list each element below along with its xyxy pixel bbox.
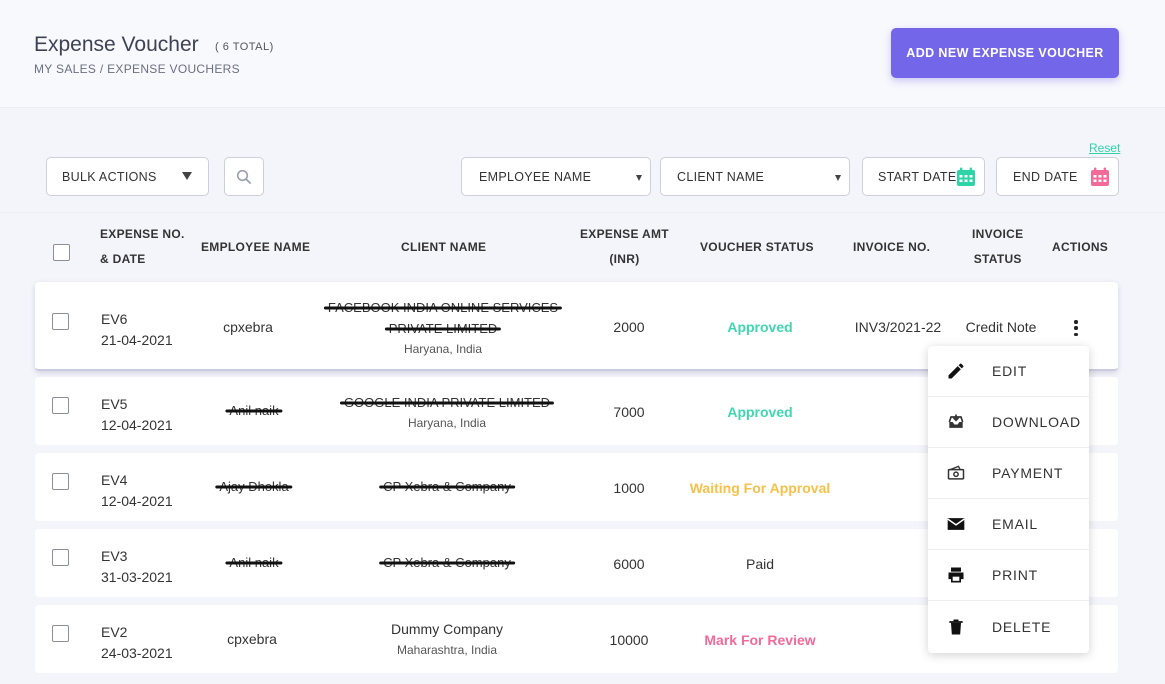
status-badge: Approved xyxy=(727,319,793,335)
expense-no-date: EV3 31-03-2021 xyxy=(101,548,173,585)
col-header-client-name: CLIENT NAME xyxy=(401,240,487,254)
expense-no-date: EV2 24-03-2021 xyxy=(101,624,173,661)
expense-amount: 1000 xyxy=(613,480,645,496)
status-badge: Waiting For Approval xyxy=(689,480,831,496)
client-name: Dummy Company Maharashtra, India xyxy=(391,619,503,661)
menu-item-download[interactable]: DOWNLOAD xyxy=(928,397,1089,448)
caret-down-icon xyxy=(835,175,841,181)
menu-item-delete[interactable]: DELETE xyxy=(928,601,1089,652)
expense-no-date: EV6 21-04-2021 xyxy=(101,311,173,348)
col-header-invoice-status: INVOICE STATUS xyxy=(972,227,1024,266)
menu-item-payment[interactable]: PAYMENT xyxy=(928,448,1089,499)
row-checkbox[interactable] xyxy=(52,473,69,490)
expense-amount: 10000 xyxy=(609,632,649,648)
bulk-actions-select[interactable]: BULK ACTIONS xyxy=(46,157,209,196)
expense-amount: 6000 xyxy=(613,556,645,572)
employee-name: Anil naik xyxy=(229,555,279,570)
caret-down-icon xyxy=(636,175,642,181)
client-location: Maharashtra, India xyxy=(396,643,498,657)
reset-link[interactable]: Reset xyxy=(1089,141,1121,155)
trash-icon xyxy=(949,619,963,634)
col-header-voucher-status: VOUCHER STATUS xyxy=(700,240,814,254)
bulk-actions-label: BULK ACTIONS xyxy=(62,169,157,184)
employee-name: cpxebra xyxy=(223,319,273,335)
calendar-icon xyxy=(1091,167,1109,186)
search-icon xyxy=(236,169,251,184)
menu-item-print[interactable]: PRINT xyxy=(928,550,1089,601)
employee-name: Anil naik xyxy=(229,403,279,418)
col-header-employee-name: EMPLOYEE NAME xyxy=(201,240,311,254)
employee-name-label: EMPLOYEE NAME xyxy=(479,169,592,184)
invoice-no: INV3/2021-22 xyxy=(854,319,942,335)
col-header-invoice-no: INVOICE NO. xyxy=(853,240,931,254)
page-title: Expense Voucher xyxy=(34,33,199,56)
end-date-picker[interactable]: END DATE xyxy=(996,157,1119,196)
caret-down-icon xyxy=(182,172,192,180)
client-name: GOOGLE INDIA PRIVATE LIMITED Haryana, In… xyxy=(344,392,550,434)
client-location: Haryana, India xyxy=(403,342,483,356)
row-checkbox[interactable] xyxy=(52,397,69,414)
cash-icon xyxy=(947,465,965,480)
select-all-checkbox[interactable] xyxy=(53,244,70,261)
expense-no-date: EV4 12-04-2021 xyxy=(101,472,173,509)
printer-icon xyxy=(948,567,964,583)
client-location: Haryana, India xyxy=(407,416,487,430)
add-expense-voucher-button[interactable]: ADD NEW EXPENSE VOUCHER xyxy=(891,28,1119,78)
client-name: FACEBOOK INDIA ONLINE SERVICES PRIVATE L… xyxy=(328,297,558,360)
invoice-status: Credit Note xyxy=(965,319,1037,335)
total-count: ( 6 TOTAL) xyxy=(215,41,274,53)
more-vertical-icon[interactable] xyxy=(1074,320,1078,336)
client-name: CP Xebra & Company xyxy=(383,555,511,570)
start-date-picker[interactable]: START DATE xyxy=(862,157,985,196)
start-date-label: START DATE xyxy=(878,169,957,184)
status-badge: Paid xyxy=(745,556,775,572)
client-name-label: CLIENT NAME xyxy=(677,169,765,184)
client-name-select[interactable]: CLIENT NAME xyxy=(660,157,850,196)
status-badge: Mark For Review xyxy=(704,632,816,648)
menu-item-email[interactable]: EMAIL xyxy=(928,499,1089,550)
breadcrumb[interactable]: MY SALES / EXPENSE VOUCHERS xyxy=(34,62,240,76)
status-badge: Approved xyxy=(727,404,793,420)
search-button[interactable] xyxy=(224,157,264,196)
envelope-icon xyxy=(947,518,965,530)
menu-item-edit[interactable]: EDIT xyxy=(928,346,1089,397)
col-header-expense-amt: EXPENSE AMT (INR) xyxy=(580,227,669,266)
calendar-icon xyxy=(957,167,975,186)
client-name: CP Xebra & Company xyxy=(383,479,511,494)
page-header: Expense Voucher ( 6 TOTAL) MY SALES / EX… xyxy=(0,0,1165,108)
row-checkbox[interactable] xyxy=(52,313,69,330)
employee-name: cpxebra xyxy=(227,631,277,647)
col-header-expense-no: EXPENSE NO. & DATE xyxy=(100,227,185,266)
row-checkbox[interactable] xyxy=(52,549,69,566)
expense-amount: 2000 xyxy=(613,319,645,335)
download-tray-icon xyxy=(948,414,964,428)
end-date-label: END DATE xyxy=(1013,169,1078,184)
expense-amount: 7000 xyxy=(613,404,645,420)
row-action-menu: EDIT DOWNLOAD PAYMENT EMAIL PRINT DELETE xyxy=(928,346,1089,653)
employee-name-select[interactable]: EMPLOYEE NAME xyxy=(461,157,651,196)
pencil-icon xyxy=(948,363,964,379)
col-header-actions: ACTIONS xyxy=(1052,240,1109,254)
employee-name: Ajay Dhokla xyxy=(219,479,289,494)
expense-no-date: EV5 12-04-2021 xyxy=(101,396,173,433)
row-checkbox[interactable] xyxy=(52,625,69,642)
